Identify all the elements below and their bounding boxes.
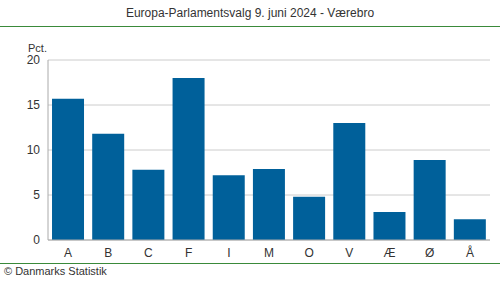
html-text:Pct.: Pct.	[28, 42, 47, 54]
svg-text:0: 0	[33, 233, 40, 247]
svg-text:Æ: Æ	[384, 246, 396, 260]
svg-text:5: 5	[33, 188, 40, 202]
svg-text:I: I	[227, 246, 230, 260]
svg-text:M: M	[264, 246, 274, 260]
svg-text:20: 20	[27, 53, 41, 67]
html-text:Europa-Parlamentsvalg 9. juni: Europa-Parlamentsvalg 9. juni 2024 - Vær…	[125, 6, 375, 20]
svg-text:Ø: Ø	[425, 246, 434, 260]
svg-text:A: A	[64, 246, 72, 260]
svg-text:10: 10	[27, 143, 41, 157]
svg-text:V: V	[345, 246, 353, 260]
svg-text:B: B	[104, 246, 112, 260]
svg-text:Å: Å	[466, 245, 474, 260]
svg-text:F: F	[185, 246, 192, 260]
svg-text:15: 15	[27, 98, 41, 112]
svg-text:O: O	[305, 246, 314, 260]
svg-text:C: C	[144, 246, 153, 260]
html-text:© Danmarks Statistik: © Danmarks Statistik	[4, 265, 107, 277]
